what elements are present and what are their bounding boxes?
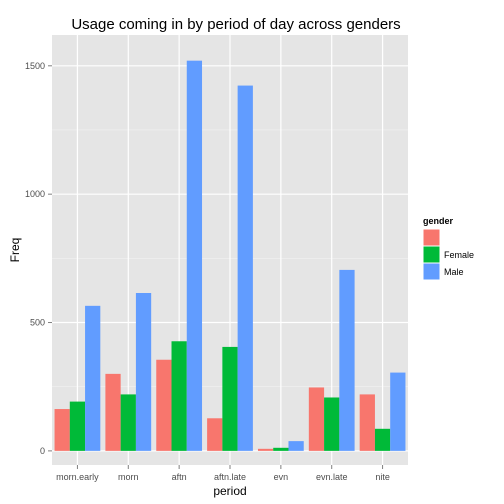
bar-aftn-series-2 <box>186 60 203 451</box>
bar-evn.late-series-2 <box>339 269 355 451</box>
legend-title: gender <box>423 216 454 226</box>
bar-morn-series-0 <box>105 373 121 451</box>
bar-nite-series-1 <box>374 428 391 451</box>
x-tick-label: nite <box>375 472 390 482</box>
bar-nite-series-2 <box>390 372 406 451</box>
x-tick-label: aftn.late <box>214 472 246 482</box>
legend-key-series-2 <box>422 262 441 281</box>
y-tick-label: 0 <box>40 446 45 456</box>
bar-nite-series-0 <box>359 394 375 451</box>
x-tick-label: evn <box>274 472 289 482</box>
bar-evn.late-series-0 <box>308 387 325 451</box>
bar-aftn.late-series-0 <box>207 418 223 451</box>
legend-key-series-0 <box>422 228 441 247</box>
x-axis-ticks: morn.early morn aftn aftn.late evn evn.late ni… <box>56 465 390 482</box>
bar-evn.late-series-1 <box>324 397 340 451</box>
bar-morn.early-series-2 <box>85 305 101 451</box>
bar-aftn-series-0 <box>156 359 172 451</box>
bar-morn.early-series-0 <box>54 409 70 451</box>
bar-evn-series-0 <box>257 448 274 451</box>
bar-evn-series-1 <box>273 447 289 451</box>
y-tick-label: 1500 <box>25 61 45 71</box>
legend-label-series-2: Male <box>444 267 464 277</box>
chart-title: Usage coming in by period of day across … <box>71 16 400 33</box>
bar-morn-series-2 <box>135 293 152 451</box>
x-axis-label: period <box>213 484 246 498</box>
y-tick-label: 1000 <box>25 189 45 199</box>
y-axis-label: Freq <box>8 238 22 263</box>
bar-aftn-series-1 <box>171 341 187 451</box>
bar-evn-series-2 <box>288 441 304 451</box>
bar-aftn.late-series-1 <box>222 346 238 451</box>
x-tick-label: evn.late <box>316 472 348 482</box>
bar-morn.early-series-1 <box>69 401 86 451</box>
x-tick-label: aftn <box>172 472 187 482</box>
legend-key-series-1 <box>422 245 441 264</box>
bars <box>54 60 406 451</box>
bar-morn-series-1 <box>120 394 136 451</box>
x-tick-label: morn.early <box>56 472 99 482</box>
y-axis-ticks: 0 500 1000 1500 <box>25 61 52 456</box>
legend-label-series-1: Female <box>444 250 474 260</box>
bar-aftn.late-series-2 <box>237 85 253 451</box>
x-tick-label: morn <box>118 472 139 482</box>
y-tick-label: 500 <box>30 318 45 328</box>
legend: gender Female Male <box>422 216 474 281</box>
